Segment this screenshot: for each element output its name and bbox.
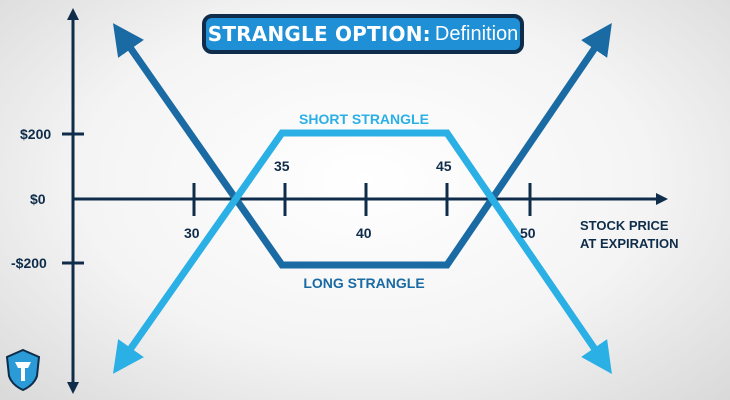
x-tick-label-40: 40 (356, 225, 372, 241)
short-strangle-line (112, 129, 612, 374)
long-strangle-label: LONG STRANGLE (303, 275, 424, 291)
y-tick-label-200: $200 (20, 126, 51, 142)
y-tick-label-0: $0 (30, 191, 46, 207)
shield-logo-icon (5, 348, 41, 392)
x-axis-label-line1: STOCK PRICE (580, 218, 669, 233)
x-axis-label-line2: AT EXPIRATION (580, 236, 678, 251)
x-tick-label-30: 30 (184, 225, 200, 241)
title-sub: Definition (434, 22, 519, 45)
strike-label-45: 45 (436, 158, 452, 174)
y-tick-label-neg200: -$200 (11, 255, 47, 271)
title-main: STRANGLE OPTION: (207, 22, 431, 46)
strike-label-35: 35 (274, 158, 290, 174)
long-strangle-line (112, 22, 612, 269)
short-strangle-label: SHORT STRANGLE (299, 111, 429, 127)
x-tick-label-50: 50 (520, 225, 536, 241)
page-title: STRANGLE OPTION: Definition (202, 14, 524, 54)
